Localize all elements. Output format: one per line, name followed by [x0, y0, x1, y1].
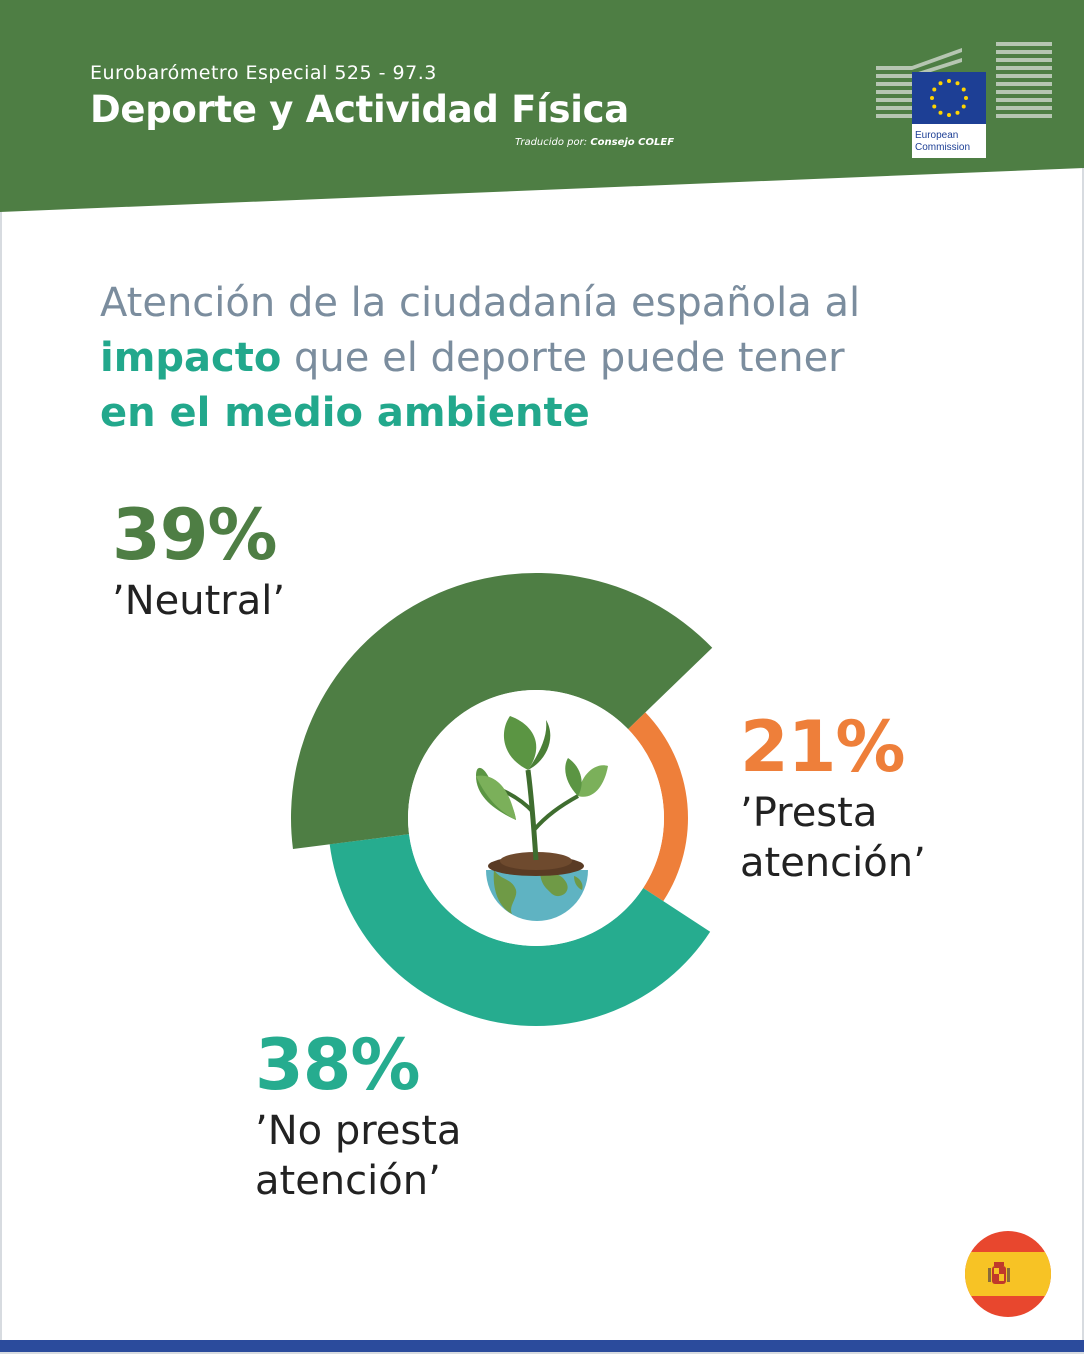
plant-globe-icon [476, 716, 608, 921]
logo-text-commission: Commission [915, 142, 970, 153]
eu-star-icon [947, 113, 951, 117]
slice-nopresta [329, 834, 711, 1026]
headline-line-3: en el medio ambiente [100, 390, 590, 436]
header-title: Deporte y Actividad Física [90, 88, 629, 131]
slice-neutral [290, 572, 713, 849]
credit-org: Consejo COLEF [590, 137, 675, 148]
headline: Atención de la ciudadanía española al im… [100, 276, 860, 441]
header-text: Eurobarómetro Especial 525 - 97.3 Deport… [90, 62, 629, 131]
header-banner [0, 0, 1084, 212]
stat-presta: 21% ’Presta atención’ [740, 712, 926, 888]
translation-credit: Traducido por: Consejo COLEF [515, 137, 674, 148]
eu-star-icon [964, 96, 968, 100]
logo-text-european: European [915, 130, 958, 141]
spain-flag-icon [965, 1231, 1051, 1317]
eu-star-icon [955, 81, 960, 86]
stat-presta-label: ’Presta atención’ [740, 788, 926, 888]
slice-presta [628, 712, 689, 902]
headline-line-1: Atención de la ciudadanía española al [100, 280, 861, 326]
stat-neutral: 39% ’Neutral’ [112, 500, 285, 626]
eu-star-icon [930, 96, 934, 100]
european-commission-logo: European Commission [876, 42, 1052, 158]
donut-hole [408, 690, 664, 946]
stat-neutral-label: ’Neutral’ [112, 578, 286, 624]
eu-star-icon [961, 104, 966, 109]
eu-star-icon [947, 79, 951, 83]
headline-line-2-rest: que el deporte puede tener [281, 335, 845, 381]
stat-neutral-pct: 39% [112, 494, 278, 576]
eu-star-icon [938, 81, 943, 86]
eu-star-icon [961, 87, 966, 92]
stat-presta-label-2: atención’ [740, 840, 926, 886]
credit-prefix: Traducido por: [515, 137, 588, 148]
headline-line-2: impacto que el deporte puede tener [100, 331, 860, 386]
stat-presta-pct: 21% [740, 706, 906, 788]
stat-nopresta-label: ’No presta atención’ [255, 1106, 461, 1206]
stat-nopresta-pct: 38% [255, 1024, 421, 1106]
stat-nopresta-label-2: atención’ [255, 1158, 441, 1204]
header-subtitle: Eurobarómetro Especial 525 - 97.3 [90, 62, 437, 84]
eu-star-icon [938, 110, 943, 115]
eu-star-icon [932, 104, 937, 109]
bottom-bar [0, 1340, 1084, 1352]
eu-star-icon [955, 110, 960, 115]
stat-presta-label-1: ’Presta [740, 790, 878, 836]
headline-bold-impacto: impacto [100, 335, 282, 381]
stat-nopresta-label-1: ’No presta [255, 1108, 462, 1154]
stat-nopresta: 38% ’No presta atención’ [255, 1030, 461, 1206]
eu-star-icon [932, 87, 937, 92]
